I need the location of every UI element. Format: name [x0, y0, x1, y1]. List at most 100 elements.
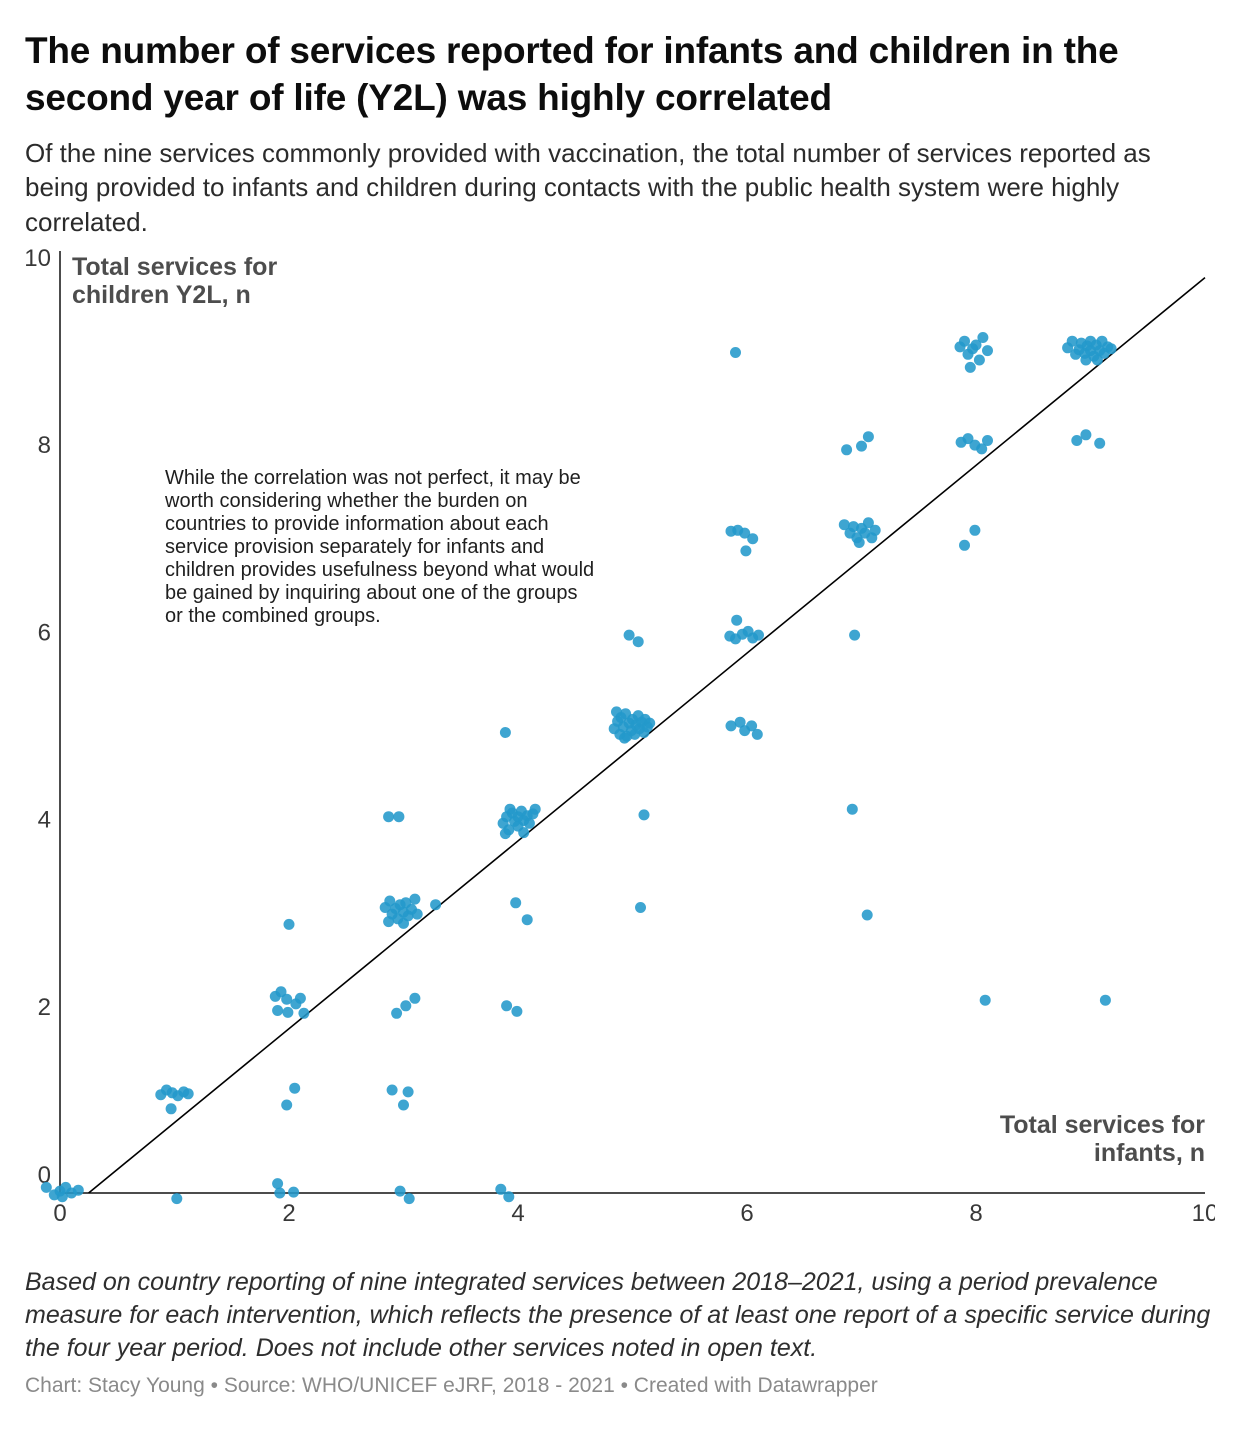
data-point — [289, 1082, 301, 1094]
x-tick-label: 10 — [1192, 1200, 1215, 1227]
data-point — [521, 914, 533, 926]
data-point — [182, 1088, 194, 1100]
data-point — [281, 993, 293, 1005]
data-point — [394, 1185, 406, 1197]
data-point — [274, 1187, 286, 1199]
y-axis-title: children Y2L, n — [72, 281, 251, 309]
data-point — [499, 726, 511, 738]
chart-note: Based on country reporting of nine integ… — [25, 1267, 1211, 1363]
chart-annotation: While the correlation was not perfect, i… — [165, 466, 595, 627]
data-point — [272, 1178, 284, 1190]
data-point — [1080, 429, 1092, 441]
data-point — [1099, 994, 1111, 1006]
data-point — [979, 994, 991, 1006]
data-point — [288, 1186, 300, 1198]
x-tick-label: 6 — [740, 1200, 753, 1227]
data-point — [751, 728, 763, 740]
y-tick-label: 10 — [25, 247, 51, 272]
chart-credit: Chart: Stacy Young • Source: WHO/UNICEF … — [25, 1373, 878, 1397]
x-axis-title: infants, n — [1094, 1139, 1205, 1167]
data-point — [398, 1099, 409, 1111]
data-point — [383, 916, 395, 928]
y-tick-label: 6 — [38, 619, 51, 646]
data-point — [523, 817, 535, 829]
x-axis-title: Total services for — [1000, 1111, 1205, 1139]
y-tick-label: 8 — [38, 432, 51, 459]
data-point — [611, 706, 622, 718]
data-point — [400, 1000, 412, 1012]
chart-subtitle: Of the nine services commonly provided w… — [25, 137, 1151, 237]
data-point — [403, 1193, 415, 1205]
data-point — [409, 992, 421, 1004]
data-point — [383, 811, 395, 823]
data-point — [495, 1183, 507, 1195]
data-point — [294, 992, 306, 1004]
scatter-chart: 0 2 4 6 8 10 0 2 4 6 8 10 Total services for children… — [25, 247, 1215, 1232]
data-point — [982, 434, 993, 446]
data-point — [962, 433, 974, 445]
data-point — [869, 524, 881, 536]
data-point — [393, 811, 405, 823]
data-point — [739, 527, 751, 539]
data-point — [973, 354, 985, 366]
x-tick-label: 2 — [282, 1200, 295, 1227]
data-point — [40, 1181, 52, 1193]
data-point — [501, 1000, 513, 1012]
data-point — [504, 803, 516, 815]
data-point — [411, 908, 423, 920]
data-point — [861, 909, 873, 921]
data-point — [838, 519, 850, 531]
chart-header: The number of services reported for infa… — [25, 28, 1215, 239]
data-point — [638, 809, 650, 821]
chart-footer: Based on country reporting of nine integ… — [25, 1266, 1215, 1398]
data-point — [976, 443, 988, 455]
data-point — [853, 536, 865, 548]
data-point — [402, 1086, 414, 1098]
data-point — [982, 345, 993, 357]
x-tick-label: 0 — [53, 1200, 66, 1227]
data-point — [862, 517, 874, 529]
data-point — [740, 545, 752, 557]
data-point — [503, 1191, 515, 1203]
data-point — [1091, 354, 1103, 366]
data-point — [499, 828, 511, 840]
data-point — [283, 918, 295, 930]
data-point — [725, 720, 737, 732]
data-point — [734, 716, 746, 728]
data-point — [753, 629, 764, 641]
data-point — [171, 1193, 183, 1205]
data-point — [1080, 354, 1092, 366]
data-point — [841, 444, 853, 456]
data-point — [1105, 343, 1117, 355]
y-tick-label: 2 — [38, 994, 51, 1021]
data-point — [1094, 437, 1106, 449]
chart-page: The number of services reported for infa… — [25, 28, 1215, 1398]
data-point — [846, 803, 858, 815]
data-point — [298, 1007, 310, 1019]
data-point — [529, 803, 541, 815]
data-point — [386, 1084, 398, 1096]
data-point — [619, 732, 630, 744]
data-point — [959, 539, 970, 551]
data-point — [48, 1189, 60, 1201]
data-point — [964, 361, 976, 373]
x-tick-label: 4 — [511, 1200, 524, 1227]
data-point — [1071, 434, 1083, 446]
data-point — [747, 533, 759, 545]
data-point — [72, 1184, 84, 1196]
data-point — [430, 899, 442, 911]
data-point — [977, 331, 989, 343]
data-point — [409, 893, 421, 905]
data-point — [632, 636, 644, 648]
data-point — [282, 1006, 294, 1018]
y-tick-label: 4 — [38, 807, 51, 834]
data-point — [730, 346, 741, 358]
data-point — [746, 720, 758, 732]
data-point — [275, 986, 287, 998]
data-point — [510, 897, 522, 909]
data-point — [731, 614, 743, 626]
data-point — [398, 917, 409, 929]
data-point — [281, 1099, 293, 1111]
data-point — [644, 717, 656, 729]
